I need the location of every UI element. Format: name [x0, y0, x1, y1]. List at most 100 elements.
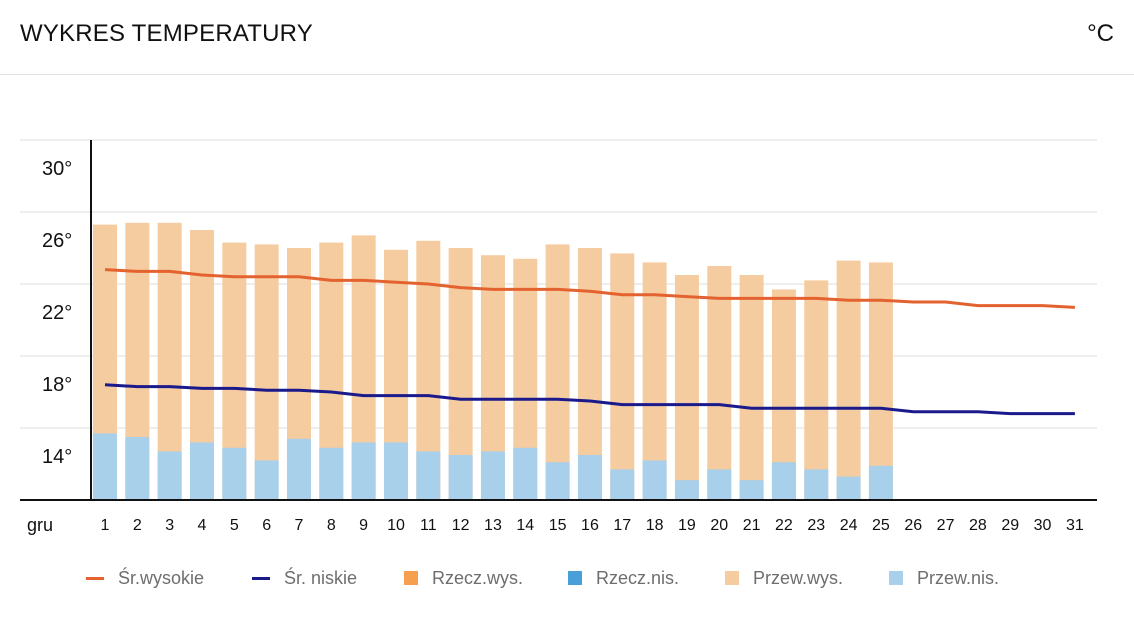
normal-low-bar — [125, 437, 150, 500]
x-tick-label: 7 — [295, 517, 304, 534]
legend-label: Przew.nis. — [917, 567, 1000, 588]
avg-low-line — [104, 383, 1075, 416]
x-tick-label: 17 — [613, 517, 631, 534]
normal-low-bar — [351, 442, 376, 500]
x-tick-label: 10 — [387, 517, 405, 534]
legend-item[interactable]: Przew.wys. — [725, 566, 843, 590]
normal-low-bar — [804, 469, 829, 500]
normal-low-bar — [286, 438, 311, 500]
chart-header: WYKRES TEMPERATURY °C — [0, 0, 1134, 75]
legend-swatch — [404, 571, 418, 585]
normal-high-bar — [804, 280, 829, 500]
legend-label: Rzecz.wys. — [432, 567, 524, 588]
x-tick-label: 18 — [646, 517, 664, 534]
x-tick-labels: gru 1 2 3 4 5 6 7 8 9 10 11 12 13 14 15 16 17 18 19 20 21 22 23… — [27, 515, 1084, 535]
normal-high-bar — [836, 260, 861, 500]
normal-low-bar — [868, 465, 893, 500]
temperature-chart: 14°18°22°26°30° gru 1 2 3 4 5 6 7 8 9 10 11 12 13 14 15… — [20, 139, 1097, 535]
legend-item[interactable]: Przew.nis. — [889, 566, 999, 590]
x-axis-label: gru — [27, 515, 53, 535]
x-tick-label: 16 — [581, 517, 599, 534]
legend-item[interactable]: Rzecz.wys. — [404, 566, 523, 590]
unit-label: °C — [1087, 20, 1114, 47]
normal-low-bar — [416, 451, 441, 500]
x-tick-label: 28 — [969, 517, 987, 534]
normal-low-bars — [93, 433, 893, 500]
normal-low-bar — [383, 442, 408, 500]
normal-low-bar — [642, 460, 667, 500]
x-tick-label: 6 — [262, 517, 271, 534]
normal-high-bar — [610, 253, 635, 500]
legend-swatch — [568, 571, 582, 585]
x-tick-label: 8 — [327, 517, 336, 534]
x-tick-label: 27 — [937, 517, 955, 534]
x-tick-label: 24 — [840, 517, 858, 534]
avg-high-line — [104, 268, 1075, 309]
normal-low-bar — [610, 469, 635, 500]
normal-high-bar — [674, 275, 699, 500]
x-tick-label: 5 — [230, 517, 239, 534]
x-tick-label: 2 — [133, 517, 142, 534]
normal-high-bar — [545, 244, 570, 500]
y-tick-label: 22° — [42, 302, 72, 324]
legend-swatch — [889, 571, 903, 585]
normal-low-bar — [157, 451, 182, 500]
y-tick-label: 18° — [42, 374, 72, 396]
normal-low-bar — [254, 460, 279, 500]
x-tick-label: 30 — [1034, 517, 1052, 534]
legend-swatch — [725, 571, 739, 585]
x-tick-label: 21 — [743, 517, 761, 534]
normal-low-bar — [93, 433, 117, 500]
x-tick-label: 20 — [710, 517, 728, 534]
normal-high-bar — [254, 244, 279, 500]
normal-low-bar — [189, 442, 214, 500]
normal-low-bar — [545, 462, 570, 500]
x-tick-label: 4 — [198, 517, 207, 534]
x-tick-label: 1 — [101, 517, 110, 534]
normal-low-bar — [480, 451, 505, 500]
normal-high-bar — [707, 266, 732, 500]
normal-low-bar — [836, 476, 861, 500]
x-tick-label: 3 — [165, 517, 174, 534]
legend-item[interactable]: Śr.wysokie — [86, 566, 204, 590]
legend-label: Śr. niskie — [284, 567, 358, 588]
x-tick-label: 12 — [452, 517, 470, 534]
y-tick-labels: 14° 18° 22° 26° 30° — [42, 158, 72, 468]
y-tick-label: 14° — [42, 446, 72, 468]
normal-low-bar — [577, 455, 602, 500]
y-tick-label: 26° — [42, 230, 72, 252]
average-lines — [104, 268, 1075, 416]
legend-swatch — [86, 576, 104, 580]
normal-low-bar — [739, 480, 764, 500]
x-tick-label: 22 — [775, 517, 793, 534]
normal-low-bar — [771, 462, 796, 500]
x-tick-label: 13 — [484, 517, 502, 534]
axes — [20, 140, 1097, 501]
legend-label: Śr.wysokie — [118, 567, 205, 588]
x-tick-label: 14 — [516, 517, 534, 534]
x-tick-label: 29 — [1001, 517, 1019, 534]
x-tick-label: 15 — [549, 517, 567, 534]
normal-low-bar — [674, 480, 699, 500]
legend-swatch — [252, 576, 270, 580]
x-tick-label: 11 — [420, 517, 437, 534]
normal-low-bar — [448, 455, 473, 500]
normal-high-bar — [868, 262, 893, 500]
normal-low-bar — [513, 447, 538, 500]
normal-high-bar — [739, 275, 764, 500]
legend-item[interactable]: Rzecz.nis. — [568, 566, 679, 590]
x-tick-label: 9 — [359, 517, 368, 534]
normal-low-bar — [319, 447, 344, 500]
legend-item[interactable]: Śr. niskie — [252, 566, 357, 590]
legend-label: Przew.wys. — [753, 567, 844, 588]
x-tick-label: 26 — [904, 517, 922, 534]
normal-low-bar — [222, 447, 247, 500]
x-tick-label: 23 — [807, 517, 825, 534]
legend-label: Rzecz.nis. — [596, 567, 680, 588]
normal-low-bar — [707, 469, 732, 500]
chart-title: WYKRES TEMPERATURY — [20, 20, 313, 47]
y-tick-label: 30° — [42, 158, 72, 180]
x-tick-label: 25 — [872, 517, 890, 534]
x-tick-label: 19 — [678, 517, 696, 534]
x-tick-label: 31 — [1066, 517, 1084, 534]
